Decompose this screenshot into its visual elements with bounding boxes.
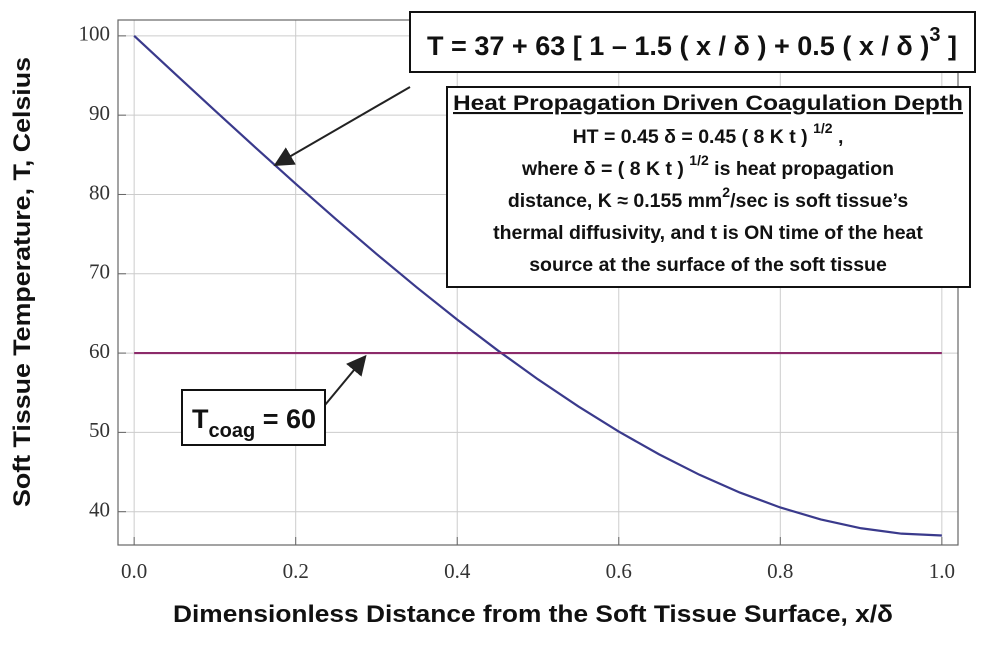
text-segment: ,: [833, 126, 844, 148]
info-line: thermal diffusivity, and t is ON time of…: [493, 222, 923, 244]
arrow: [324, 354, 367, 406]
info-text: HT = 0.45 δ = 0.45 ( 8 K t ) 1/2 , where …: [493, 120, 923, 276]
text-segment: where δ = ( 8 K t ): [521, 158, 689, 180]
info-box: [446, 86, 971, 288]
x-tick-label: 0.0: [121, 559, 147, 583]
text-segment: /sec is soft tissue’s: [730, 190, 908, 212]
info-title: Heat Propagation Driven Coagulation Dept…: [453, 92, 963, 115]
y-axis-label: Soft Tissue Temperature, T, Celsius: [9, 57, 36, 507]
text-segment: distance, K ≈ 0.155 mm: [508, 190, 722, 212]
info-line: source at the surface of the soft tissue: [529, 254, 887, 276]
info-line: where δ = ( 8 K t ) 1/2 is heat propagat…: [521, 152, 894, 180]
y-tick-label: 90: [89, 101, 110, 125]
text-segment: T: [192, 404, 209, 434]
equation: T = 37 + 63 [ 1 – 1.5 ( x / δ ) + 0.5 ( …: [427, 24, 957, 61]
y-tick-label: 40: [89, 498, 110, 522]
text-segment: thermal diffusivity, and t is ON time of…: [493, 222, 923, 244]
text-segment: HT = 0.45 δ = 0.45 ( 8 K t ): [573, 126, 814, 148]
y-tick-label: 100: [79, 22, 111, 46]
text-segment: T = 37 + 63 [ 1 – 1.5 ( x / δ ) + 0.5 ( …: [427, 31, 929, 61]
info-line: distance, K ≈ 0.155 mm2/sec is soft tiss…: [508, 184, 909, 212]
x-axis-label: Dimensionless Distance from the Soft Tis…: [173, 601, 893, 628]
script-text: 1/2: [689, 152, 709, 168]
threshold-label: Tcoag = 60: [192, 404, 316, 442]
x-tick-label: 0.8: [767, 559, 793, 583]
info-line: HT = 0.45 δ = 0.45 ( 8 K t ) 1/2 ,: [573, 120, 844, 148]
text-segment: is heat propagation: [709, 158, 894, 180]
script-text: 1/2: [813, 120, 833, 136]
x-tick-label: 0.2: [283, 559, 309, 583]
equation-box: [409, 11, 976, 73]
plot: [133, 35, 942, 537]
text-segment: = 60: [255, 404, 316, 434]
text-segment: ]: [940, 31, 957, 61]
y-tick-label: 60: [89, 339, 110, 363]
text-segment: source at the surface of the soft tissue: [529, 254, 887, 276]
script-text: 2: [722, 184, 730, 200]
x-tick-label: 1.0: [929, 559, 955, 583]
y-tick-label: 70: [89, 260, 110, 284]
threshold-box: [181, 389, 326, 446]
line: [133, 35, 942, 537]
x-tick-label: 0.6: [606, 559, 632, 583]
y-tick-label: 50: [89, 418, 110, 442]
x-tick-label: 0.4: [444, 559, 471, 583]
arrow: [273, 86, 411, 167]
script-text: coag: [209, 420, 256, 442]
script-text: 3: [929, 24, 940, 46]
y-tick-label: 80: [89, 180, 110, 204]
